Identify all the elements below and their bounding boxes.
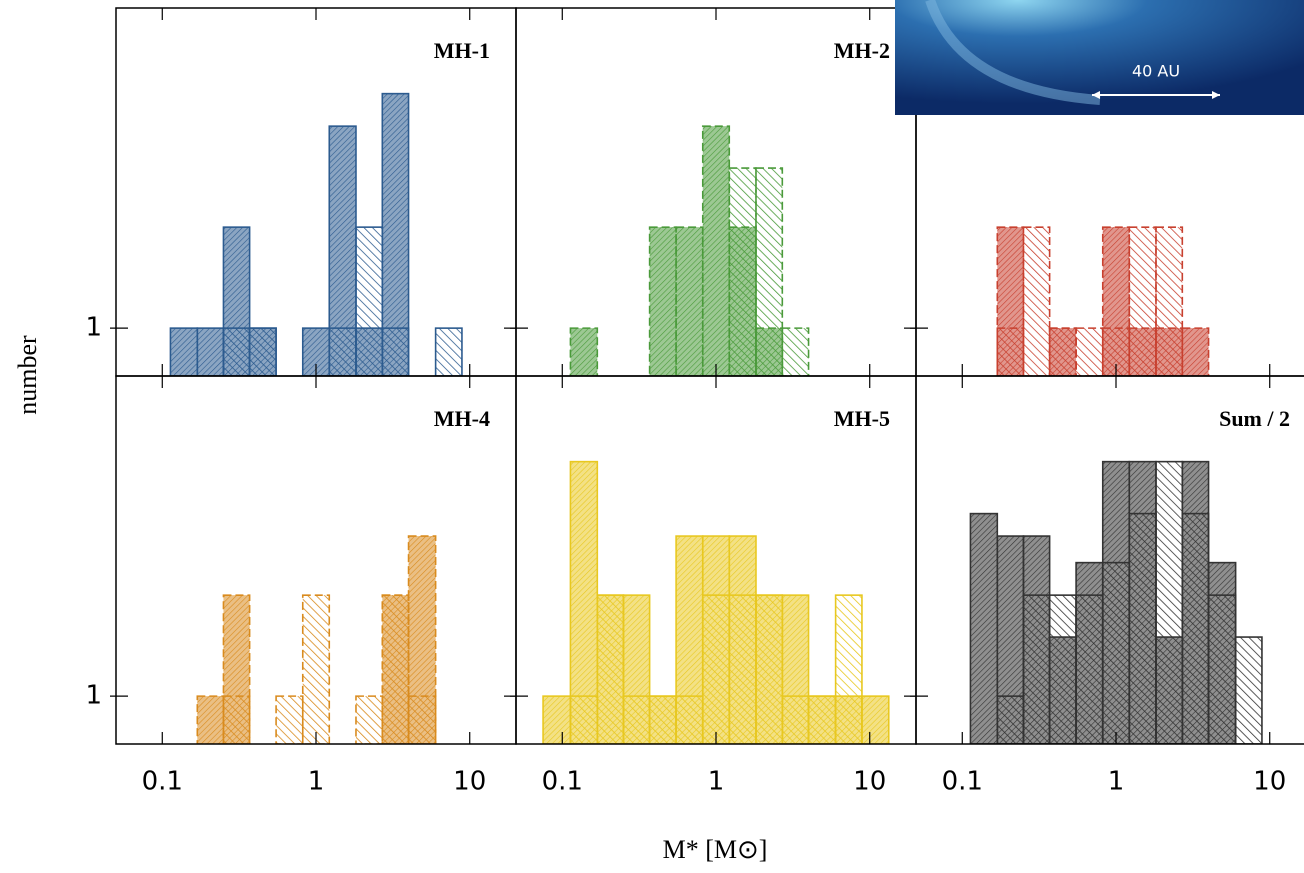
histogram-bar (381, 594, 410, 744)
histogram-bar (1075, 594, 1104, 744)
histogram-bar (196, 695, 225, 744)
bars (542, 460, 890, 744)
panel-label: MH-2 (834, 38, 890, 63)
histogram-bar (381, 327, 410, 376)
histogram-bar (1234, 636, 1263, 744)
panel: 1 MH-1 (85, 7, 517, 377)
bars (569, 125, 810, 376)
histogram-bar (569, 695, 599, 744)
inset-image: 40 AU (895, 0, 1304, 115)
histogram-bar (196, 327, 225, 376)
histogram-bar (222, 695, 251, 744)
bars (996, 226, 1210, 376)
histogram-bar (407, 695, 437, 744)
histogram-bar (969, 512, 999, 744)
panels: 1 MH-1 MH-2 0.1 1 10 1 MH-4 0.1 1 10 MH-5 0.1 1 10 Sum … (85, 7, 1304, 797)
histogram-bar (834, 594, 863, 744)
histogram-bar (355, 695, 384, 744)
histogram-bar (781, 695, 810, 744)
histogram-bar (755, 167, 784, 376)
panel-label: MH-1 (434, 38, 490, 63)
y-axis-label: number (13, 335, 42, 415)
y-tick-label: 1 (85, 681, 102, 711)
histogram-bar (781, 327, 810, 376)
y-tick-label: 1 (85, 313, 102, 343)
panel: 0.1 1 10 MH-5 (510, 375, 917, 797)
histogram-bar (301, 594, 331, 744)
histogram-bar (1181, 512, 1210, 744)
histogram-bar (355, 226, 384, 376)
panel-label: MH-5 (834, 406, 890, 431)
histogram-bar (675, 695, 704, 744)
histogram-bar (248, 327, 277, 376)
histogram-bar (328, 327, 357, 376)
histogram-bar (1128, 512, 1157, 744)
histogram-bar (728, 167, 757, 376)
scale-label: 40 AU (1132, 62, 1180, 81)
x-tick-label: 1 (308, 767, 325, 797)
histogram-bar (1048, 594, 1077, 744)
panel-frame (115, 7, 517, 377)
panel: 0.1 1 10 Sum / 2 (910, 375, 1304, 797)
histogram-bar (1207, 594, 1237, 744)
histogram-bar (1101, 561, 1131, 744)
histogram-bar (1075, 327, 1104, 376)
x-tick-label: 10 (853, 767, 886, 797)
x-tick-label: 1 (708, 767, 725, 797)
panel: 0.1 1 10 1 MH-4 (85, 375, 517, 797)
histogram-bar (1155, 460, 1184, 744)
panel-label: MH-4 (434, 406, 490, 431)
histogram-bar (542, 695, 572, 744)
histogram-bar (1022, 594, 1051, 744)
histogram-bar (569, 327, 599, 376)
bars (969, 460, 1263, 744)
panel (910, 7, 1304, 377)
histogram-bar (675, 226, 704, 376)
x-tick-label: 0.1 (142, 767, 183, 797)
panel: MH-2 (510, 7, 917, 377)
panel-label: Sum / 2 (1219, 406, 1290, 431)
histogram-bar (1022, 226, 1051, 376)
x-axis-label: M* [M⊙] (663, 835, 768, 864)
x-tick-label: 10 (1253, 767, 1286, 797)
histogram-bar (701, 594, 731, 744)
histogram-bar (996, 327, 1025, 376)
histogram-bar (622, 695, 651, 744)
x-tick-label: 10 (453, 767, 486, 797)
inset-swirl (925, 0, 1101, 105)
histogram-bar (1155, 226, 1184, 376)
histogram-bar (648, 695, 677, 744)
x-tick-label: 1 (1108, 767, 1125, 797)
histogram-bar (222, 327, 251, 376)
histogram-bar (807, 695, 837, 744)
histogram-bar (275, 695, 304, 744)
histogram-bar (728, 594, 757, 744)
histogram-bar (648, 226, 677, 376)
histogram-bar (755, 594, 784, 744)
histogram-bar (169, 327, 199, 376)
histogram-bar (434, 327, 463, 376)
histogram-bar (1128, 226, 1157, 376)
histogram-bar (1181, 327, 1210, 376)
histogram-bar (996, 695, 1025, 744)
bars (169, 92, 463, 376)
histogram-bar (596, 594, 625, 744)
histogram-bar (861, 695, 890, 744)
bars (196, 535, 437, 744)
x-tick-label: 0.1 (942, 767, 983, 797)
histogram-bar (701, 125, 731, 376)
histogram-bar (1048, 327, 1077, 376)
x-tick-label: 0.1 (542, 767, 583, 797)
